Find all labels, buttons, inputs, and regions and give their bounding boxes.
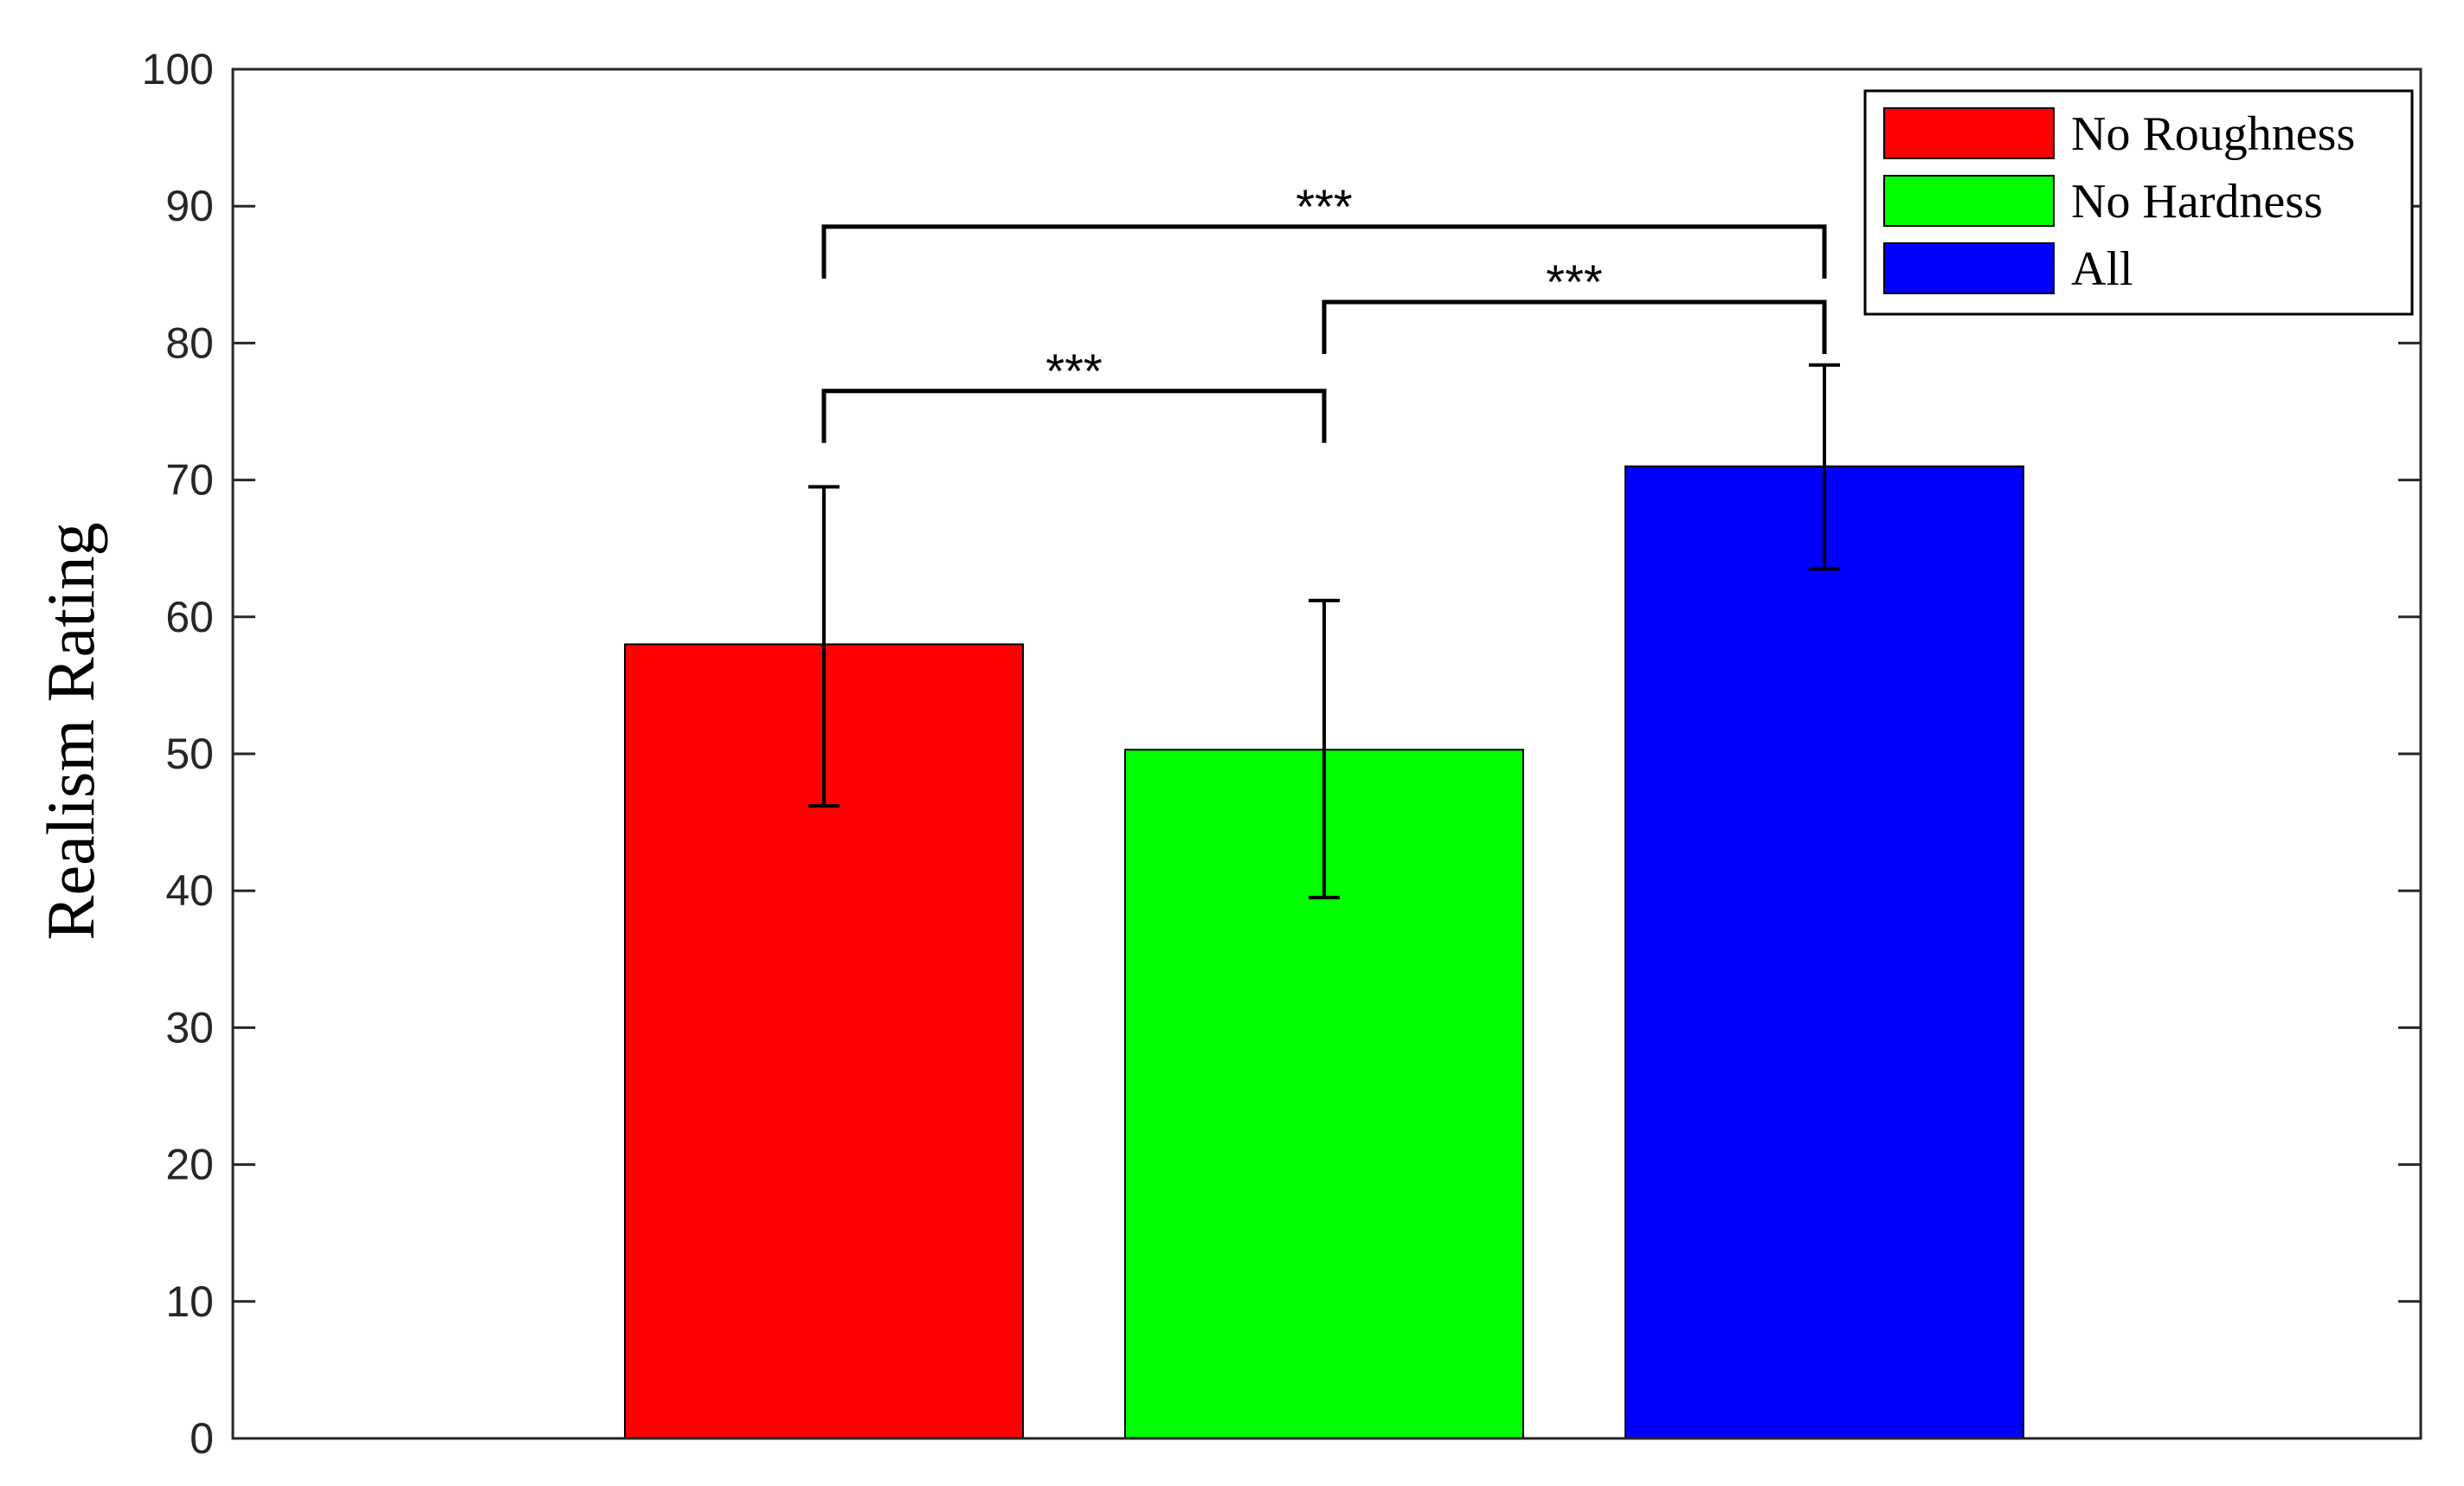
tick-labels-layer: 0 10 20 30 40 50 60 70 80 90 100 <box>142 45 214 1463</box>
legend-label: All <box>2071 242 2133 296</box>
significance-bracket-line <box>821 224 1827 279</box>
y-tick-label: 60 <box>165 593 214 641</box>
significance-bracket-line <box>1322 299 1827 354</box>
significance-bracket: *** <box>1322 254 1827 354</box>
axes-layer <box>231 68 2422 1440</box>
y-tick-label: 20 <box>165 1141 214 1189</box>
y-tick-label: 90 <box>165 182 214 230</box>
y-tick-label: 80 <box>165 318 214 367</box>
bar-all <box>1624 465 2024 1439</box>
y-tick-label: 50 <box>165 730 214 778</box>
y-tick-label: 40 <box>165 866 214 915</box>
y-tick-label: 70 <box>165 456 214 505</box>
legend-label: No Roughness <box>2071 107 2355 161</box>
legend: No Roughness No Hardness All <box>1863 89 2414 316</box>
significance-label: *** <box>1546 254 1602 309</box>
error-bars-layer <box>808 363 1840 900</box>
legend-label: No Hardness <box>2071 175 2323 228</box>
error-bar-no-hardness <box>1309 598 1340 900</box>
legend-swatch-no-hardness <box>1883 175 2055 227</box>
error-bar-all <box>1809 363 1840 571</box>
legend-swatch-no-roughness <box>1883 107 2055 159</box>
error-bar-no-roughness <box>808 485 840 808</box>
significance-layer: *** *** *** <box>821 179 1827 443</box>
significance-label: *** <box>1296 179 1352 234</box>
y-tick-label: 30 <box>165 1003 214 1052</box>
y-tick-label: 100 <box>142 45 214 93</box>
significance-bracket-line <box>821 389 1327 443</box>
y-tick-label: 0 <box>190 1414 214 1463</box>
significance-bracket: *** <box>821 344 1327 443</box>
y-tick-label: 10 <box>165 1277 214 1326</box>
y-axis-label: Realism Rating <box>33 522 108 940</box>
legend-swatch-all <box>1883 242 2055 294</box>
significance-label: *** <box>1045 344 1102 398</box>
significance-bracket: *** <box>821 179 1827 279</box>
